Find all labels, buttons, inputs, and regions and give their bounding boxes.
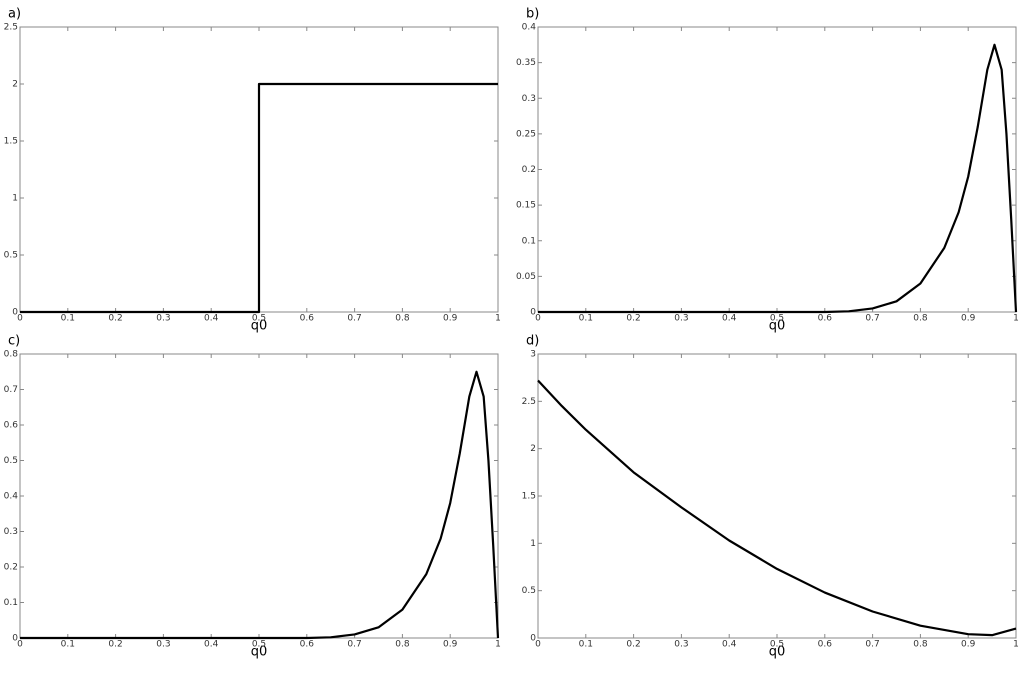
- y-tick-label: 1: [530, 539, 536, 549]
- x-tick-label: 0.7: [865, 314, 879, 324]
- y-tick-label: 2.5: [4, 23, 18, 33]
- x-axis-label: q0: [769, 645, 786, 660]
- x-tick-label: 0.4: [722, 314, 737, 324]
- x-tick-label: 0.3: [674, 640, 688, 650]
- x-tick-label: 0.2: [108, 640, 122, 650]
- y-tick-label: 0.4: [522, 23, 537, 33]
- y-tick-label: 0.15: [516, 201, 536, 211]
- x-tick-label: 0: [535, 640, 541, 650]
- x-tick-label: 0.3: [156, 640, 170, 650]
- x-tick-label: 0.5: [252, 314, 266, 324]
- y-tick-label: 0.4: [4, 492, 19, 502]
- y-tick-label: 0.3: [4, 527, 18, 537]
- x-tick-label: 0.5: [252, 640, 266, 650]
- y-tick-label: 0.05: [516, 272, 536, 282]
- x-tick-label: 0.7: [347, 640, 361, 650]
- x-tick-label: 0.6: [300, 314, 315, 324]
- x-tick-label: 0.8: [395, 314, 410, 324]
- x-tick-label: 0.3: [156, 314, 170, 324]
- y-tick-label: 0.35: [516, 58, 536, 68]
- x-tick-label: 0.6: [818, 314, 833, 324]
- x-tick-label: 1: [1013, 314, 1019, 324]
- panel-label: d): [526, 334, 539, 349]
- y-tick-label: 0.3: [522, 94, 536, 104]
- y-tick-label: 0.5: [522, 586, 536, 596]
- x-tick-label: 0.7: [347, 314, 361, 324]
- y-tick-label: 0: [530, 308, 536, 318]
- y-tick-label: 0.1: [522, 236, 536, 246]
- x-tick-label: 1: [495, 314, 501, 324]
- x-tick-label: 0: [535, 314, 541, 324]
- y-tick-label: 0.25: [516, 129, 536, 139]
- x-tick-label: 0: [17, 314, 23, 324]
- x-tick-label: 0.9: [443, 314, 458, 324]
- y-tick-label: 1.5: [522, 492, 536, 502]
- y-tick-label: 2: [12, 80, 18, 90]
- plot-frame: [537, 353, 1017, 639]
- y-tick-label: 0.8: [4, 350, 19, 360]
- x-tick-label: 0.5: [770, 314, 784, 324]
- plot-frame: [19, 353, 499, 639]
- curve: [20, 370, 500, 640]
- x-axis-label: q0: [251, 319, 268, 334]
- x-tick-label: 0.4: [722, 640, 737, 650]
- x-tick-label: 0.9: [961, 640, 976, 650]
- curve: [537, 379, 1017, 637]
- y-tick-label: 0.1: [4, 598, 18, 608]
- y-tick-label: 1: [12, 194, 18, 204]
- x-tick-label: 0.2: [626, 640, 640, 650]
- x-tick-label: 0: [17, 640, 23, 650]
- x-tick-label: 0.7: [865, 640, 879, 650]
- x-tick-label: 0.1: [579, 314, 593, 324]
- x-axis-label: q0: [769, 319, 786, 334]
- x-tick-label: 0.1: [579, 640, 593, 650]
- x-tick-label: 0.4: [204, 640, 219, 650]
- panel-label: b): [526, 7, 539, 22]
- x-tick-label: 0.1: [61, 640, 75, 650]
- x-tick-label: 0.8: [913, 640, 928, 650]
- y-tick-label: 0: [12, 634, 18, 644]
- x-tick-label: 0.9: [443, 640, 458, 650]
- x-tick-label: 0.4: [204, 314, 219, 324]
- x-tick-label: 0.2: [626, 314, 640, 324]
- x-tick-label: 0.8: [395, 640, 410, 650]
- curve: [20, 82, 498, 314]
- y-tick-label: 0.7: [4, 385, 18, 395]
- y-tick-label: 1.5: [4, 137, 18, 147]
- y-tick-label: 0: [12, 308, 18, 318]
- y-tick-label: 0.2: [522, 165, 536, 175]
- x-tick-label: 0.5: [770, 640, 784, 650]
- x-tick-label: 0.6: [818, 640, 833, 650]
- y-tick-label: 0.2: [4, 563, 18, 573]
- x-tick-label: 0.1: [61, 314, 75, 324]
- y-tick-label: 2.5: [522, 397, 536, 407]
- x-axis-label: q0: [251, 645, 268, 660]
- x-tick-label: 0.3: [674, 314, 688, 324]
- y-tick-label: 0.6: [4, 421, 19, 431]
- y-tick-label: 0: [530, 634, 536, 644]
- x-tick-label: 0.2: [108, 314, 122, 324]
- panel-label: c): [8, 334, 20, 349]
- curve: [538, 43, 1018, 314]
- y-tick-label: 2: [530, 444, 536, 454]
- x-tick-label: 0.9: [961, 314, 976, 324]
- y-tick-label: 0.5: [4, 456, 18, 466]
- x-tick-label: 0.6: [300, 640, 315, 650]
- x-tick-label: 0.8: [913, 314, 928, 324]
- plot-frame: [537, 26, 1017, 313]
- panel-label: a): [8, 7, 21, 22]
- y-tick-label: 3: [530, 350, 536, 360]
- x-tick-label: 1: [1013, 640, 1019, 650]
- x-tick-label: 1: [495, 640, 501, 650]
- y-tick-label: 0.5: [4, 251, 18, 261]
